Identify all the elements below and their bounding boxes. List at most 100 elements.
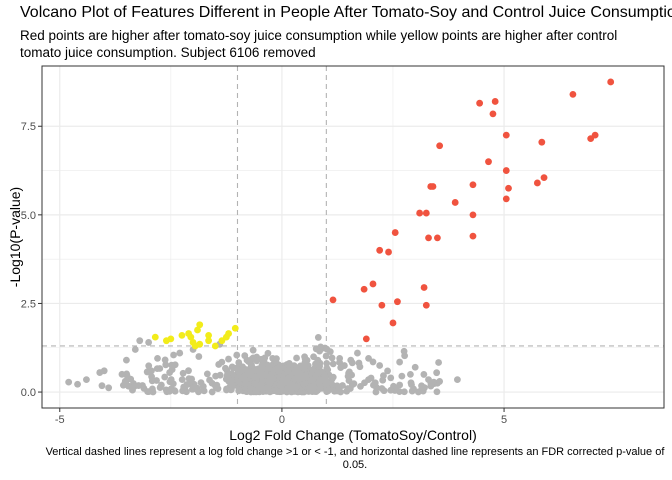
data-point-not-significant <box>255 382 263 390</box>
data-point-higher-control <box>222 333 230 341</box>
data-point-not-significant <box>98 382 106 390</box>
data-point-not-significant <box>208 388 216 396</box>
data-point-not-significant <box>233 351 241 359</box>
y-tick-label: 0.0 <box>21 387 36 399</box>
data-point-higher-tomato-soy <box>434 234 441 242</box>
data-point-higher-tomato-soy <box>476 99 484 107</box>
data-point-not-significant <box>398 372 406 380</box>
data-point-not-significant <box>372 388 380 396</box>
data-point-higher-tomato-soy <box>391 229 399 236</box>
data-point-not-significant <box>333 387 341 395</box>
data-point-not-significant <box>246 371 254 379</box>
data-point-higher-tomato-soy <box>360 285 368 293</box>
data-point-not-significant <box>162 361 170 369</box>
data-point-not-significant <box>396 381 404 389</box>
data-point-not-significant <box>336 354 344 362</box>
data-point-not-significant <box>324 387 331 395</box>
data-point-higher-tomato-soy <box>489 110 497 118</box>
data-point-not-significant <box>356 363 364 371</box>
data-point-higher-control <box>151 333 159 341</box>
data-point-not-significant <box>74 380 81 388</box>
data-point-not-significant <box>230 364 237 372</box>
data-point-not-significant <box>188 375 196 383</box>
data-point-not-significant <box>241 380 249 388</box>
data-point-higher-tomato-soy <box>416 209 424 217</box>
x-tick-label: -5 <box>55 414 65 426</box>
data-point-not-significant <box>178 376 186 384</box>
grid-layer <box>42 66 664 408</box>
data-point-not-significant <box>131 346 139 353</box>
data-point-not-significant <box>156 384 164 391</box>
data-point-not-significant <box>323 364 331 372</box>
data-point-not-significant <box>253 357 261 365</box>
data-point-not-significant <box>145 362 153 370</box>
data-point-not-significant <box>216 371 224 379</box>
y-tick-label: 2.5 <box>21 298 36 310</box>
data-point-not-significant <box>179 369 187 377</box>
data-point-not-significant <box>273 355 280 363</box>
data-point-higher-tomato-soy <box>469 211 477 219</box>
data-point-not-significant <box>407 379 415 387</box>
data-point-not-significant <box>454 376 461 384</box>
data-point-higher-control <box>191 342 199 350</box>
data-point-not-significant <box>301 353 308 361</box>
data-point-not-significant <box>161 373 169 381</box>
data-point-not-significant <box>105 384 113 392</box>
data-point-not-significant <box>309 366 317 374</box>
data-point-higher-control <box>163 337 170 345</box>
data-point-not-significant <box>118 370 126 378</box>
x-tick-label: 0 <box>279 414 285 426</box>
y-axis-title: -Log10(P-value) <box>7 187 23 287</box>
data-point-not-significant <box>145 388 153 395</box>
data-point-not-significant <box>378 385 386 392</box>
data-point-not-significant <box>215 361 223 368</box>
data-point-not-significant <box>148 377 156 385</box>
x-axis-title: Log2 Fold Change (TomatoSoy/Control) <box>229 427 476 443</box>
data-point-higher-control <box>187 333 195 341</box>
data-point-not-significant <box>369 358 377 366</box>
data-point-not-significant <box>354 349 361 357</box>
data-point-not-significant <box>322 352 330 360</box>
data-point-not-significant <box>240 367 248 375</box>
data-point-higher-tomato-soy <box>394 298 401 306</box>
data-point-higher-tomato-soy <box>425 234 432 242</box>
data-point-not-significant <box>223 385 230 393</box>
data-point-not-significant <box>281 387 289 395</box>
data-point-not-significant <box>420 371 428 378</box>
data-point-not-significant <box>411 363 419 371</box>
data-point-not-significant <box>283 378 291 386</box>
data-point-not-significant <box>176 349 184 357</box>
data-point-higher-tomato-soy <box>505 184 512 192</box>
data-point-not-significant <box>83 376 90 384</box>
data-point-higher-tomato-soy <box>538 138 546 146</box>
data-point-not-significant <box>436 378 444 385</box>
data-point-not-significant <box>379 376 387 384</box>
data-point-higher-control <box>205 337 213 345</box>
data-point-not-significant <box>301 380 309 387</box>
data-point-not-significant <box>323 360 331 367</box>
data-point-not-significant <box>265 364 273 372</box>
data-point-not-significant <box>347 356 355 364</box>
data-point-not-significant <box>227 380 235 388</box>
data-point-not-significant <box>240 372 248 380</box>
data-point-higher-tomato-soy <box>469 181 477 189</box>
data-point-higher-tomato-soy <box>389 319 397 327</box>
data-point-not-significant <box>433 369 441 377</box>
data-point-not-significant <box>266 379 274 387</box>
data-point-higher-tomato-soy <box>422 301 430 309</box>
data-point-higher-tomato-soy <box>422 209 430 217</box>
data-point-higher-tomato-soy <box>587 135 595 143</box>
data-point-not-significant <box>284 366 292 374</box>
data-point-not-significant <box>171 387 179 395</box>
data-point-not-significant <box>225 355 232 363</box>
data-point-not-significant <box>344 372 352 380</box>
data-point-higher-tomato-soy <box>429 183 437 190</box>
data-point-not-significant <box>418 385 426 392</box>
data-point-not-significant <box>376 362 384 369</box>
data-point-not-significant <box>275 367 282 375</box>
data-point-not-significant <box>166 387 173 395</box>
data-point-not-significant <box>252 373 260 381</box>
data-point-not-significant <box>323 345 331 353</box>
axis-ticks: -5 0 5 0.0 2.5 5.0 7.5 <box>21 121 507 426</box>
data-point-not-significant <box>384 367 391 375</box>
